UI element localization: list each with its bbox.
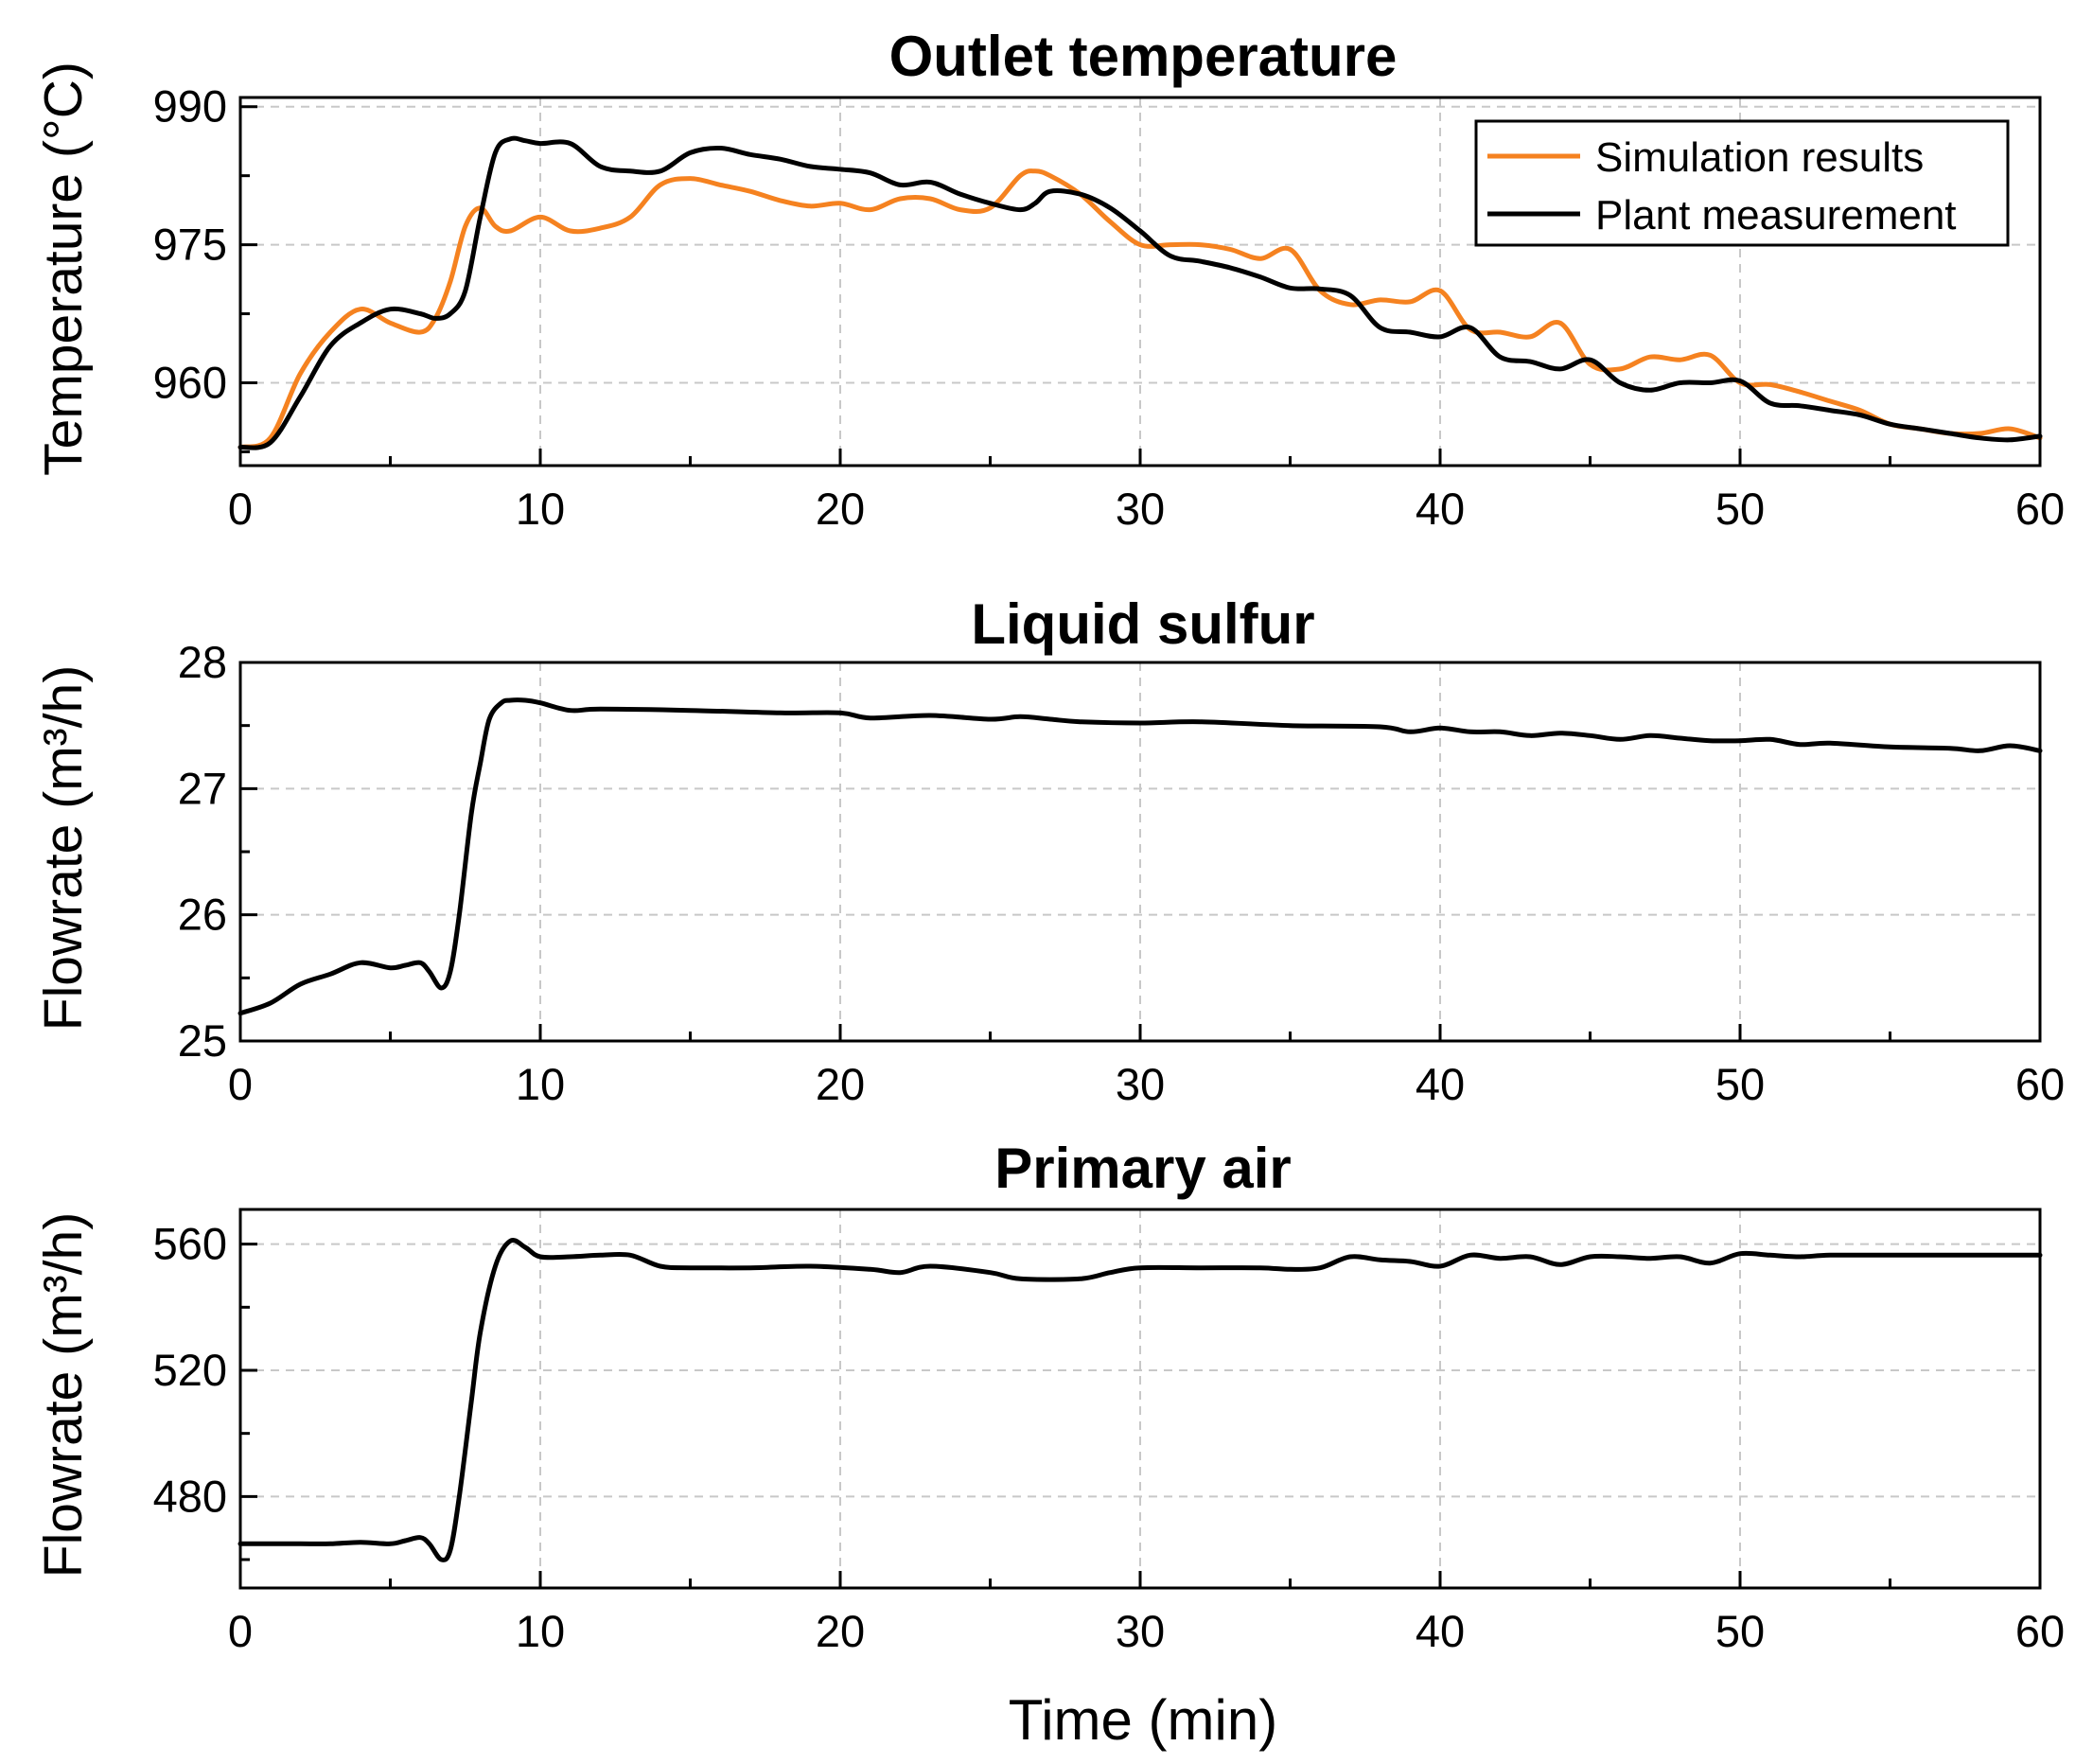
x-tick-label: 20 — [816, 1606, 865, 1656]
y-tick-label: 975 — [153, 220, 227, 270]
panel-title: Outlet temperature — [889, 25, 1398, 88]
grid — [240, 662, 2040, 1041]
y-tick-label: 960 — [153, 357, 227, 407]
x-axis-label: Time (min) — [1009, 1688, 1277, 1752]
x-tick-label: 50 — [1715, 1059, 1765, 1109]
y-tick-label: 990 — [153, 81, 227, 132]
series-plant-measurement — [237, 135, 2043, 450]
y-tick-label: 560 — [153, 1219, 227, 1269]
series-layer — [237, 135, 2043, 450]
y-tick-label: 25 — [178, 1015, 227, 1066]
x-tick-label: 10 — [516, 1059, 565, 1109]
grid — [240, 1209, 2040, 1588]
legend-simulation-label: Simulation results — [1595, 134, 1924, 181]
x-tick-label: 50 — [1715, 1606, 1765, 1656]
ticks: 0 10 20 30 40 50 60 25 26 27 28 — [178, 637, 2065, 1109]
x-tick-label: 30 — [1116, 484, 1165, 534]
x-tick-label: 0 — [228, 1606, 253, 1656]
x-tick-label: 20 — [816, 484, 865, 534]
series-layer — [237, 697, 2043, 1016]
y-tick-label: 520 — [153, 1345, 227, 1395]
x-tick-label: 40 — [1416, 484, 1465, 534]
x-tick-label: 10 — [516, 1606, 565, 1656]
series-liquid-sulfur-flowrate — [237, 697, 2043, 1016]
x-tick-label: 0 — [228, 1059, 253, 1109]
x-tick-label: 10 — [516, 484, 565, 534]
legend-box — [1474, 119, 2010, 247]
ticks: 0 10 20 30 40 50 60 960 975 990 — [153, 81, 2066, 534]
y-tick-label: 28 — [178, 637, 227, 687]
x-tick-label: 50 — [1715, 484, 1765, 534]
series-layer — [237, 1238, 2043, 1562]
x-tick-label: 60 — [2015, 1059, 2065, 1109]
series-primary-air-flowrate — [237, 1238, 2043, 1562]
outlet-temperature-panel: Outlet temperature Temperature (°C) 0 10 2… — [33, 25, 2065, 534]
primary-air-panel: Primary air Flowrate (m³/h) 0 10 20 30 40 50 6… — [33, 1137, 2065, 1656]
legend: Simulation results Plant measurement — [1474, 119, 2010, 247]
ticks: 0 10 20 30 40 50 60 480 520 560 — [153, 1219, 2066, 1656]
y-axis-label: Flowrate (m³/h) — [33, 665, 94, 1031]
panel-title: Primary air — [994, 1137, 1292, 1200]
y-tick-label: 480 — [153, 1471, 227, 1521]
x-tick-label: 20 — [816, 1059, 865, 1109]
x-tick-label: 60 — [2015, 484, 2065, 534]
y-tick-label: 26 — [178, 890, 227, 940]
x-tick-label: 40 — [1416, 1606, 1465, 1656]
x-tick-label: 30 — [1116, 1059, 1165, 1109]
panel-title: Liquid sulfur — [971, 592, 1314, 656]
y-tick-label: 27 — [178, 763, 227, 813]
legend-measurement-label: Plant measurement — [1595, 192, 1957, 238]
y-axis-label: Temperature (°C) — [33, 62, 94, 476]
x-tick-label: 40 — [1416, 1059, 1465, 1109]
x-tick-label: 0 — [228, 484, 253, 534]
x-tick-label: 60 — [2015, 1606, 2065, 1656]
liquid-sulfur-panel: Liquid sulfur Flowrate (m³/h) 0 10 20 30 40 5… — [33, 592, 2065, 1109]
y-axis-label: Flowrate (m³/h) — [33, 1212, 94, 1578]
x-tick-label: 30 — [1116, 1606, 1165, 1656]
